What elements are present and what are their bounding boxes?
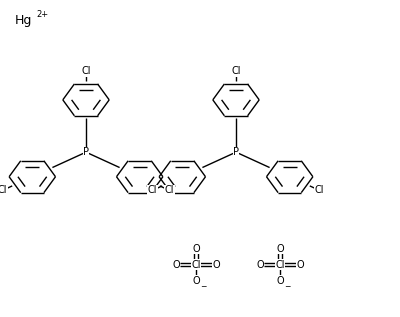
Text: Cl: Cl	[315, 185, 324, 195]
Text: Cl: Cl	[275, 260, 285, 270]
Text: O: O	[192, 244, 200, 254]
Text: O: O	[172, 260, 180, 270]
Text: P: P	[83, 147, 89, 157]
Text: −: −	[284, 282, 290, 291]
Text: Cl: Cl	[81, 66, 91, 76]
Text: Cl: Cl	[191, 260, 201, 270]
Text: O: O	[256, 260, 264, 270]
Text: Hg: Hg	[15, 14, 32, 27]
Text: O: O	[212, 260, 220, 270]
Text: O: O	[276, 244, 284, 254]
Text: O: O	[192, 275, 200, 286]
Text: P: P	[233, 147, 239, 157]
Text: O: O	[296, 260, 304, 270]
Text: Cl: Cl	[165, 185, 174, 195]
Text: 2+: 2+	[36, 10, 48, 19]
Text: Cl: Cl	[0, 185, 7, 195]
Text: −: −	[200, 282, 206, 291]
Text: O: O	[276, 275, 284, 286]
Text: Cl: Cl	[148, 185, 157, 195]
Text: Cl: Cl	[231, 66, 241, 76]
